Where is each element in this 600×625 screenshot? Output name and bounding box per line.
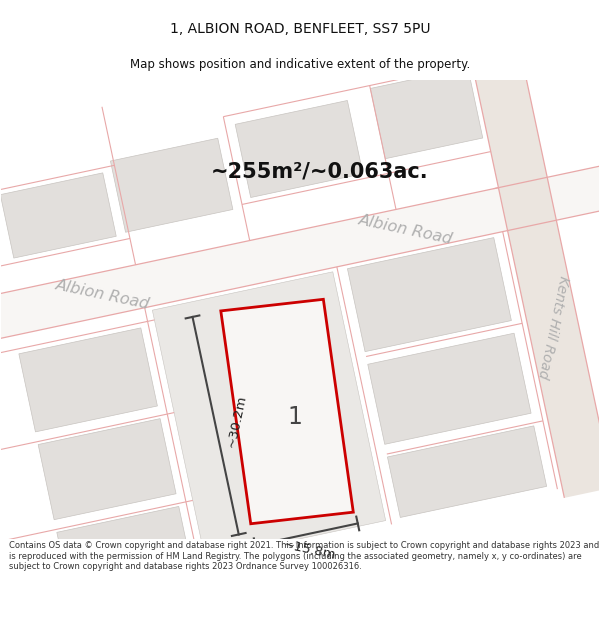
Text: Albion Road: Albion Road — [55, 277, 151, 311]
Text: ~15.8m: ~15.8m — [283, 538, 337, 562]
Polygon shape — [221, 299, 353, 524]
Polygon shape — [235, 101, 363, 198]
Text: Albion Road: Albion Road — [357, 213, 454, 247]
Text: 1, ALBION ROAD, BENFLEET, SS7 5PU: 1, ALBION ROAD, BENFLEET, SS7 5PU — [170, 22, 430, 36]
Polygon shape — [370, 68, 483, 159]
Text: Kents Hill Road: Kents Hill Road — [536, 274, 571, 379]
Text: Map shows position and indicative extent of the property.: Map shows position and indicative extent… — [130, 58, 470, 71]
Polygon shape — [57, 506, 191, 593]
Text: 1: 1 — [287, 404, 302, 429]
Polygon shape — [347, 238, 511, 352]
Text: Contains OS data © Crown copyright and database right 2021. This information is : Contains OS data © Crown copyright and d… — [9, 541, 599, 571]
Text: ~30.2m: ~30.2m — [225, 394, 249, 449]
Polygon shape — [19, 328, 157, 432]
Polygon shape — [388, 426, 547, 518]
Polygon shape — [465, 19, 600, 498]
Text: ~255m²/~0.063ac.: ~255m²/~0.063ac. — [211, 162, 429, 182]
Polygon shape — [38, 419, 176, 519]
Polygon shape — [0, 161, 600, 349]
Polygon shape — [110, 138, 233, 232]
Polygon shape — [152, 272, 386, 559]
Polygon shape — [368, 333, 531, 444]
Polygon shape — [1, 173, 116, 258]
